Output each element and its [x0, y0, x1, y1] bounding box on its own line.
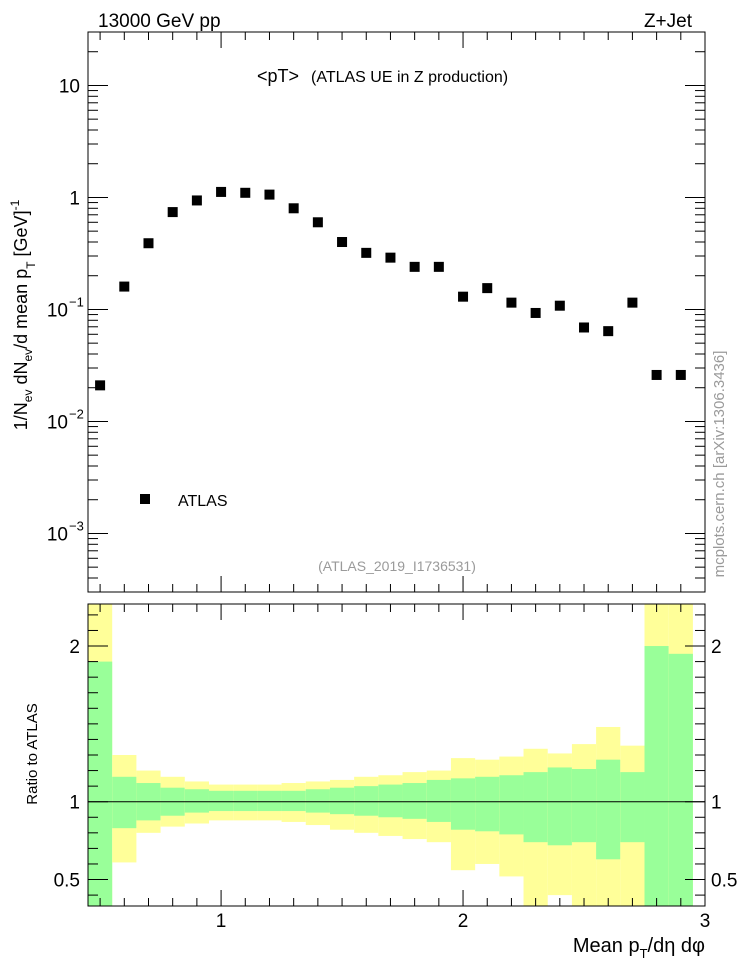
x-axis-label: Mean pT/dη dφ: [573, 935, 705, 961]
header-left-text: 13000 GeV pp: [98, 11, 221, 32]
ratio-y-tick-label: 1: [69, 793, 80, 814]
watermark-text: mcplots.cern.ch [arXiv:1306.3436]: [711, 351, 728, 578]
ratio-y-tick-label-right: 1: [711, 793, 722, 814]
ratio-inner-band: [208, 790, 234, 812]
ratio-inner-band: [257, 790, 282, 812]
ratio-y-tick-label: 0.5: [54, 871, 80, 892]
data-point: [603, 326, 614, 337]
ratio-inner-band: [112, 776, 137, 829]
ratio-inner-band: [475, 776, 500, 832]
ratio-inner-band: [426, 779, 451, 822]
ratio-inner-band: [620, 772, 645, 843]
data-point: [530, 307, 541, 318]
main-y-tick-label: 10: [47, 412, 68, 433]
data-point: [337, 237, 348, 248]
ratio-inner-band: [329, 787, 355, 815]
x-tick-label: 1: [216, 911, 227, 932]
ratio-inner-band: [354, 786, 379, 816]
ratio-y-axis-label: Ratio to ATLAS: [24, 703, 41, 804]
data-point: [191, 195, 202, 206]
ratio-inner-band: [184, 789, 209, 813]
plot-title: <pT>: [257, 66, 299, 86]
ratio-inner-band: [499, 775, 524, 835]
data-point: [554, 300, 565, 311]
data-point: [458, 291, 469, 302]
ratio-inner-band: [547, 767, 572, 846]
ratio-inner-band: [450, 778, 476, 830]
ratio-y-tick-label: 2: [69, 637, 80, 658]
legend-label: ATLAS: [178, 493, 228, 510]
data-point: [433, 261, 444, 272]
data-point: [288, 203, 299, 214]
main-data-points: [95, 186, 686, 391]
ratio-inner-band: [644, 646, 669, 906]
data-point: [240, 187, 251, 198]
ratio-inner-band: [596, 759, 621, 860]
ratio-inner-band: [233, 790, 258, 812]
data-point: [119, 281, 130, 292]
main-axis-ticks: [88, 31, 706, 593]
ratio-y-tick-label-right: 0.5: [711, 871, 737, 892]
data-point: [264, 189, 275, 200]
main-frame-border: [87, 31, 706, 593]
data-point: [312, 217, 323, 228]
data-point: [95, 380, 106, 391]
main-y-tick-label: 1: [69, 188, 80, 209]
main-y-tick-label: 10: [47, 524, 68, 545]
legend-marker: [140, 494, 150, 504]
ratio-inner-band: [571, 769, 597, 843]
main-y-axis-label: 1/Nev dNev/d mean pT [GeV]-1: [8, 199, 38, 430]
header-right-text: Z+Jet: [644, 11, 693, 32]
main-y-tick-label: 10: [59, 76, 80, 97]
ratio-inner-band: [378, 784, 403, 818]
ratio-inner-band: [305, 789, 330, 813]
main-y-tick-exponent: −2: [69, 406, 84, 421]
data-point: [385, 252, 396, 263]
main-y-tick-exponent: −3: [69, 518, 84, 533]
main-y-tick-exponent: −1: [69, 294, 84, 309]
ratio-bands: [88, 604, 693, 906]
x-tick-label: 3: [700, 911, 711, 932]
ratio-y-tick-label-right: 2: [711, 637, 722, 658]
ratio-inner-band: [523, 772, 548, 843]
data-point: [651, 369, 662, 380]
main-y-tick-label: 10: [47, 300, 68, 321]
ratio-inner-band: [668, 653, 693, 906]
data-point: [143, 238, 154, 249]
data-point: [579, 322, 590, 333]
ratio-inner-band: [281, 790, 306, 812]
data-point: [506, 297, 517, 308]
data-point: [361, 247, 372, 258]
analysis-id-label: (ATLAS_2019_I1736531): [318, 558, 476, 574]
data-point: [675, 369, 686, 380]
ratio-inner-band: [88, 661, 113, 906]
main-plot-frame: [87, 31, 706, 593]
data-point: [216, 186, 227, 197]
ratio-inner-band: [402, 783, 427, 819]
data-point: [627, 297, 638, 308]
ratio-tick-labels: 0.5 0.5 1 1 2 2 1 2 3: [54, 637, 738, 932]
data-point: [409, 261, 420, 272]
data-point: [482, 283, 493, 294]
data-point: [167, 207, 178, 218]
x-tick-label: 2: [458, 911, 469, 932]
plot-subtitle: (ATLAS UE in Z production): [311, 69, 508, 86]
ratio-axis-ticks: [88, 604, 706, 906]
